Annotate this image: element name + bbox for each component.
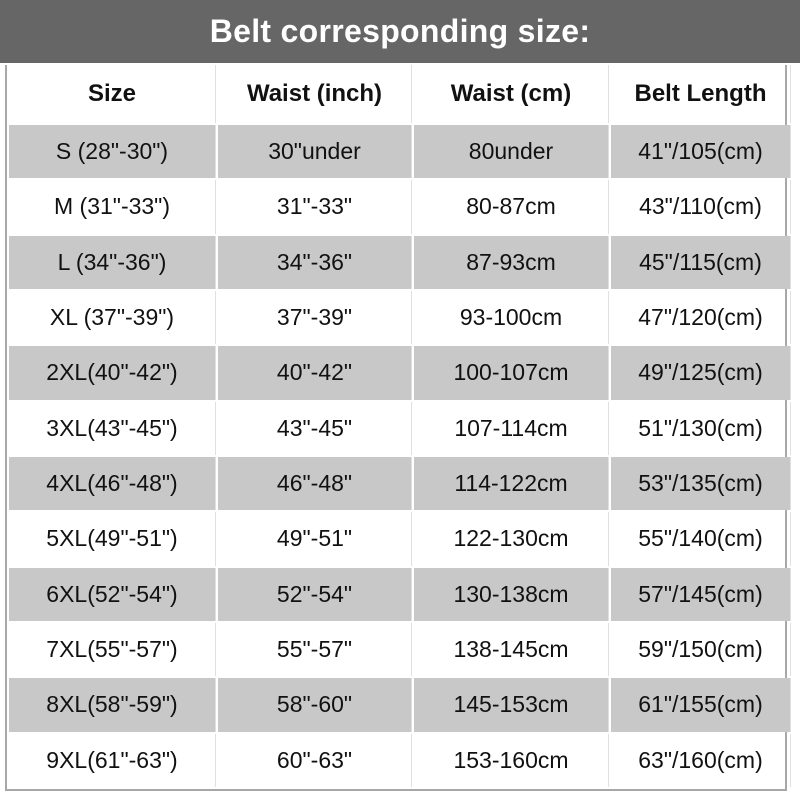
table-cell: 3XL(43"-45") xyxy=(9,401,216,455)
table-cell: M (31"-33") xyxy=(9,180,216,234)
table-cell: 37"-39" xyxy=(218,290,412,345)
column-header: Belt Length xyxy=(611,65,791,123)
table-cell: 59"/150(cm) xyxy=(611,622,791,677)
table-cell: 52"-54" xyxy=(218,567,412,621)
column-header: Waist (cm) xyxy=(414,65,609,123)
table-cell: 107-114cm xyxy=(414,401,609,455)
table-cell: 55"-57" xyxy=(218,622,412,677)
table-cell: 130-138cm xyxy=(414,567,609,621)
table-cell: 49"/125(cm) xyxy=(611,346,791,400)
table-cell: 122-130cm xyxy=(414,512,609,566)
table-cell: 93-100cm xyxy=(414,290,609,345)
table-cell: 45"/115(cm) xyxy=(611,235,791,289)
table-cell: 43"/110(cm) xyxy=(611,180,791,234)
table-cell: 9XL(61"-63") xyxy=(9,733,216,787)
table-cell: 47"/120(cm) xyxy=(611,290,791,345)
table-cell: 31"-33" xyxy=(218,180,412,234)
column-header: Size xyxy=(9,65,216,123)
table-cell: 5XL(49"-51") xyxy=(9,512,216,566)
table-cell: 114-122cm xyxy=(414,456,609,511)
table-cell: 43"-45" xyxy=(218,401,412,455)
table-cell: 87-93cm xyxy=(414,235,609,289)
table-cell: 40"-42" xyxy=(218,346,412,400)
table-cell: L (34"-36") xyxy=(9,235,216,289)
column-header: Waist (inch) xyxy=(218,65,412,123)
table-cell: 4XL(46"-48") xyxy=(9,456,216,511)
table-cell: XL (37"-39") xyxy=(9,290,216,345)
table-cell: 145-153cm xyxy=(414,678,609,732)
table-cell: 30"under xyxy=(218,125,412,179)
size-table: Size Waist (inch) Waist (cm) Belt Length… xyxy=(5,65,791,791)
table-cell: 2XL(40"-42") xyxy=(9,346,216,400)
table-cell: 57"/145(cm) xyxy=(611,567,791,621)
table-cell: 61"/155(cm) xyxy=(611,678,791,732)
table-cell: 53"/135(cm) xyxy=(611,456,791,511)
table-cell: 8XL(58"-59") xyxy=(9,678,216,732)
table-cell: 58"-60" xyxy=(218,678,412,732)
table-cell: 153-160cm xyxy=(414,733,609,787)
table-cell: 46"-48" xyxy=(218,456,412,511)
table-cell: 7XL(55"-57") xyxy=(9,622,216,677)
table-cell: 55"/140(cm) xyxy=(611,512,791,566)
table-cell: 34"-36" xyxy=(218,235,412,289)
table-cell: 63"/160(cm) xyxy=(611,733,791,787)
table-cell: 80under xyxy=(414,125,609,179)
table-cell: 60"-63" xyxy=(218,733,412,787)
table-cell: 6XL(52"-54") xyxy=(9,567,216,621)
table-cell: 51"/130(cm) xyxy=(611,401,791,455)
table-cell: 100-107cm xyxy=(414,346,609,400)
table-title: Belt corresponding size: xyxy=(0,0,800,63)
table-cell: 80-87cm xyxy=(414,180,609,234)
table-cell: S (28"-30") xyxy=(9,125,216,179)
table-cell: 41"/105(cm) xyxy=(611,125,791,179)
table-cell: 138-145cm xyxy=(414,622,609,677)
table-cell: 49"-51" xyxy=(218,512,412,566)
